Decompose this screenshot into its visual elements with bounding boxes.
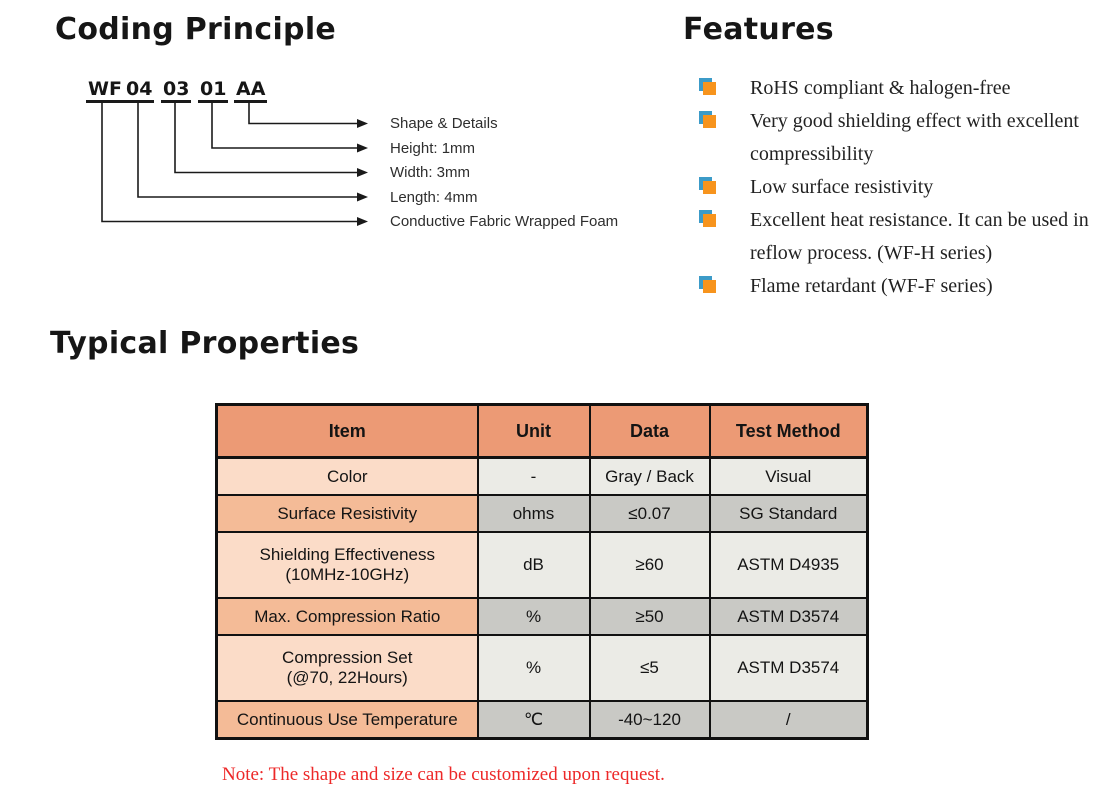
coding-principle-title: Coding Principle	[55, 12, 337, 47]
code-segment-shape: AA	[234, 78, 268, 103]
code-segment-height: 01	[198, 78, 229, 103]
cell-item: Compression Set (@70, 22Hours)	[215, 634, 479, 702]
cell-item: Continuous Use Temperature	[215, 700, 479, 740]
diagram-label-shape: Shape & Details	[390, 115, 498, 132]
code-segment-width: 03	[161, 78, 192, 103]
table-row: Max. Compression Ratio % ≥50 ASTM D3574	[215, 597, 869, 636]
square-bullet-icon	[699, 276, 717, 294]
cell-data: ≤0.07	[588, 494, 711, 533]
diagram-label-width: Width: 3mm	[390, 164, 471, 181]
table-row: Shielding Effectiveness (10MHz-10GHz) dB…	[215, 531, 869, 599]
customization-note: Note: The shape and size can be customiz…	[222, 764, 665, 785]
cell-unit: %	[476, 597, 591, 636]
square-bullet-icon	[699, 78, 717, 96]
column-header-data: Data	[588, 403, 711, 459]
cell-unit: ohms	[476, 494, 591, 533]
feature-text: Low surface resistivity	[750, 176, 934, 198]
column-header-unit: Unit	[476, 403, 591, 459]
arrowhead-icon	[357, 119, 368, 226]
column-header-item: Item	[215, 403, 479, 459]
cell-test-method: /	[708, 700, 869, 740]
feature-text: Flame retardant (WF-F series)	[750, 275, 993, 297]
cell-test-method: ASTM D3574	[708, 597, 869, 636]
code-segment-wf: WF	[86, 78, 124, 103]
feature-text: Excellent heat resistance. It can be use…	[750, 209, 1089, 264]
table-row: Surface Resistivity ohms ≤0.07 SG Standa…	[215, 494, 869, 533]
diagram-label-height: Height: 1mm	[390, 140, 476, 157]
table-row: Continuous Use Temperature ℃ -40~120 /	[215, 700, 869, 740]
typical-properties-title: Typical Properties	[50, 326, 360, 361]
cell-test-method: ASTM D4935	[708, 531, 869, 599]
cell-data: -40~120	[588, 700, 711, 740]
cell-item: Color	[215, 456, 479, 496]
features-title: Features	[683, 12, 834, 47]
column-header-test-method: Test Method	[708, 403, 869, 459]
table-header-row: Item Unit Data Test Method	[215, 403, 869, 459]
list-item: Flame retardant (WF-F series)	[699, 270, 1099, 303]
cell-test-method: Visual	[708, 456, 869, 496]
cell-test-method: SG Standard	[708, 494, 869, 533]
cell-unit: dB	[476, 531, 591, 599]
cell-test-method: ASTM D3574	[708, 634, 869, 702]
typical-properties-table: Item Unit Data Test Method Color - Gray …	[215, 403, 869, 740]
feature-text: Very good shielding effect with excellen…	[750, 110, 1079, 165]
square-bullet-icon	[699, 177, 717, 195]
code-segment-length: 04	[124, 78, 155, 103]
cell-data: Gray / Back	[588, 456, 711, 496]
square-bullet-icon	[699, 111, 717, 129]
cell-unit: ℃	[476, 700, 591, 740]
cell-data: ≤5	[588, 634, 711, 702]
list-item: Excellent heat resistance. It can be use…	[699, 204, 1099, 270]
table-row: Compression Set (@70, 22Hours) % ≤5 ASTM…	[215, 634, 869, 702]
list-item: Very good shielding effect with excellen…	[699, 105, 1099, 171]
table-row: Color - Gray / Back Visual	[215, 456, 869, 496]
cell-item: Max. Compression Ratio	[215, 597, 479, 636]
list-item: RoHS compliant & halogen-free	[699, 72, 1099, 105]
cell-item: Surface Resistivity	[215, 494, 479, 533]
feature-text: RoHS compliant & halogen-free	[750, 77, 1011, 99]
cell-data: ≥50	[588, 597, 711, 636]
square-bullet-icon	[699, 210, 717, 228]
list-item: Low surface resistivity	[699, 171, 1099, 204]
cell-unit: -	[476, 456, 591, 496]
features-list: RoHS compliant & halogen-free Very good …	[699, 72, 1099, 303]
cell-item: Shielding Effectiveness (10MHz-10GHz)	[215, 531, 479, 599]
cell-unit: %	[476, 634, 591, 702]
diagram-label-length: Length: 4mm	[390, 189, 478, 206]
cell-data: ≥60	[588, 531, 711, 599]
diagram-label-material: Conductive Fabric Wrapped Foam	[390, 213, 619, 230]
